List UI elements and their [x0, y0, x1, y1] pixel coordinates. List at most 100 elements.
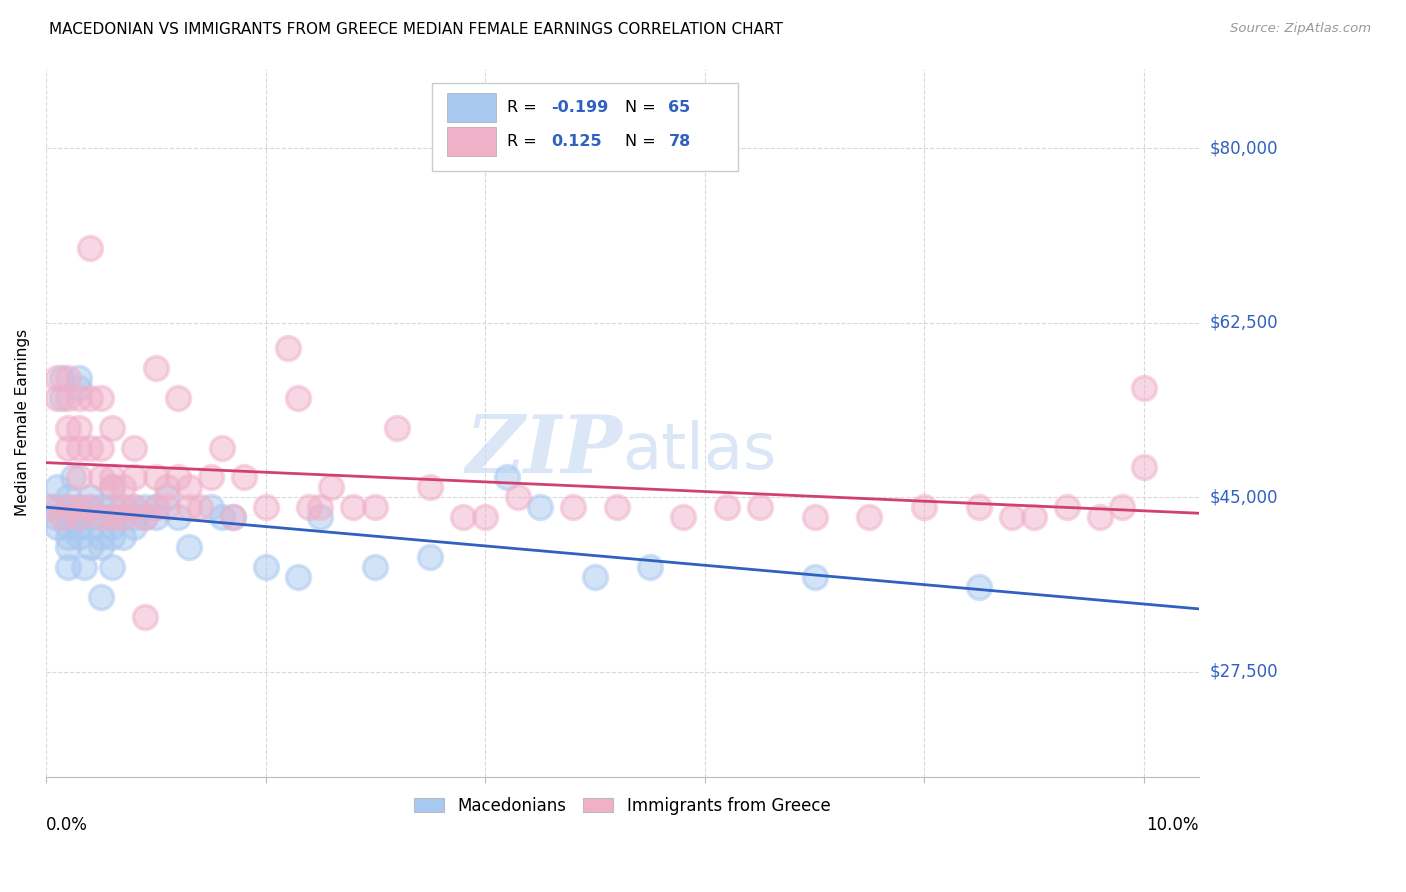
Point: [101, 480, 124, 494]
Point: [56, 520, 79, 534]
Point: [276, 341, 298, 355]
Point: [529, 500, 551, 515]
Point: [67, 370, 90, 384]
Point: [967, 580, 990, 594]
Point: [101, 480, 124, 494]
Point: [79, 391, 101, 405]
Point: [51, 391, 73, 405]
Point: [101, 530, 124, 544]
Text: ZIP: ZIP: [465, 412, 623, 490]
Text: $62,500: $62,500: [1211, 314, 1278, 332]
Point: [474, 510, 496, 524]
Point: [496, 470, 519, 484]
Point: [211, 510, 233, 524]
Point: [44, 510, 66, 524]
Point: [134, 510, 156, 524]
Point: [56, 510, 79, 524]
Point: [79, 540, 101, 554]
FancyBboxPatch shape: [432, 83, 738, 171]
Point: [1056, 500, 1078, 515]
Text: $27,500: $27,500: [1211, 663, 1278, 681]
Point: [1001, 510, 1024, 524]
Point: [156, 480, 179, 494]
Point: [90, 441, 112, 455]
Point: [200, 470, 222, 484]
Point: [41, 500, 63, 515]
Point: [177, 500, 200, 515]
Point: [101, 500, 124, 515]
Point: [90, 590, 112, 604]
Point: [67, 520, 90, 534]
Point: [309, 500, 332, 515]
Point: [177, 480, 200, 494]
Point: [200, 500, 222, 515]
Point: [67, 381, 90, 395]
Point: [287, 391, 309, 405]
Point: [321, 480, 343, 494]
Point: [67, 420, 90, 434]
Text: N =: N =: [624, 100, 655, 115]
Point: [79, 241, 101, 255]
Point: [46, 520, 69, 534]
Point: [79, 500, 101, 515]
Text: N =: N =: [624, 134, 655, 149]
Point: [101, 510, 124, 524]
Point: [254, 500, 277, 515]
Text: 78: 78: [668, 134, 690, 149]
Text: 0.125: 0.125: [551, 134, 602, 149]
Point: [122, 470, 145, 484]
Point: [48, 500, 70, 515]
Point: [298, 500, 321, 515]
Point: [90, 510, 112, 524]
Point: [188, 500, 211, 515]
Point: [387, 420, 409, 434]
Point: [145, 470, 167, 484]
Point: [122, 500, 145, 515]
Point: [79, 510, 101, 524]
Point: [1022, 510, 1045, 524]
Point: [342, 500, 364, 515]
Point: [90, 510, 112, 524]
Point: [51, 510, 73, 524]
Point: [1133, 460, 1156, 475]
Point: [56, 491, 79, 505]
Point: [67, 510, 90, 524]
Point: [211, 441, 233, 455]
Point: [506, 491, 529, 505]
Point: [156, 500, 179, 515]
Point: [79, 500, 101, 515]
Legend: Macedonians, Immigrants from Greece: Macedonians, Immigrants from Greece: [408, 790, 837, 822]
Point: [967, 500, 990, 515]
Point: [583, 570, 606, 584]
Point: [803, 570, 825, 584]
Point: [221, 510, 243, 524]
Point: [134, 510, 156, 524]
Point: [606, 500, 628, 515]
Point: [111, 500, 134, 515]
Point: [1088, 510, 1111, 524]
Point: [62, 470, 84, 484]
Point: [1111, 500, 1133, 515]
Point: [56, 370, 79, 384]
Point: [111, 510, 134, 524]
Point: [451, 510, 474, 524]
Point: [562, 500, 585, 515]
Point: [56, 391, 79, 405]
Point: [156, 491, 179, 505]
Point: [67, 441, 90, 455]
Text: R =: R =: [508, 100, 537, 115]
Point: [122, 510, 145, 524]
FancyBboxPatch shape: [447, 128, 495, 155]
Point: [221, 510, 243, 524]
Point: [79, 520, 101, 534]
Point: [122, 500, 145, 515]
Point: [56, 560, 79, 574]
Point: [67, 500, 90, 515]
Point: [90, 500, 112, 515]
Text: -0.199: -0.199: [551, 100, 609, 115]
Point: [858, 510, 880, 524]
Point: [166, 470, 188, 484]
Point: [145, 510, 167, 524]
Point: [638, 560, 661, 574]
Point: [46, 370, 69, 384]
